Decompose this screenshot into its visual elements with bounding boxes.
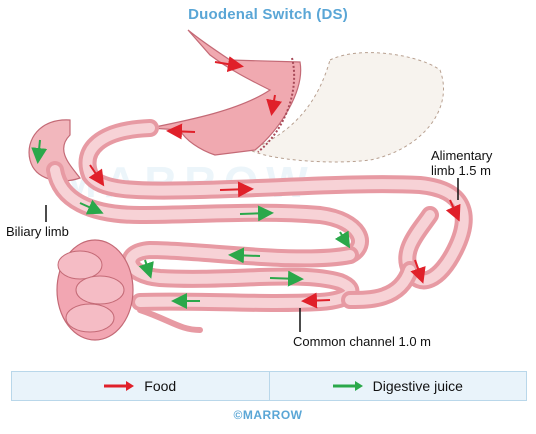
legend-food: Food — [12, 372, 269, 400]
diagram-title: Duodenal Switch (DS) — [188, 6, 348, 23]
juice-arrows — [31, 139, 351, 309]
colon — [56, 239, 203, 341]
duodenal-switch-diagram — [28, 29, 473, 341]
green-arrow-icon — [332, 381, 363, 391]
legend-digestive-label: Digestive juice — [372, 378, 463, 394]
removed-stomach — [248, 52, 444, 163]
biliary-label: Biliary limb — [6, 224, 69, 239]
legend-digestive: Digestive juice — [268, 372, 527, 400]
alimentary-length-label: limb 1.5 m — [431, 163, 491, 178]
legend-food-label: Food — [144, 378, 177, 394]
alimentary-label: Alimentary — [431, 148, 493, 163]
red-arrow-icon — [104, 381, 135, 391]
food-arrows — [88, 56, 461, 309]
footer-brand: ©MARROW — [233, 408, 303, 422]
legend: Food Digestive juice — [11, 371, 527, 401]
common-channel-label: Common channel 1.0 m — [293, 334, 432, 349]
sleeve-stomach — [149, 29, 302, 156]
